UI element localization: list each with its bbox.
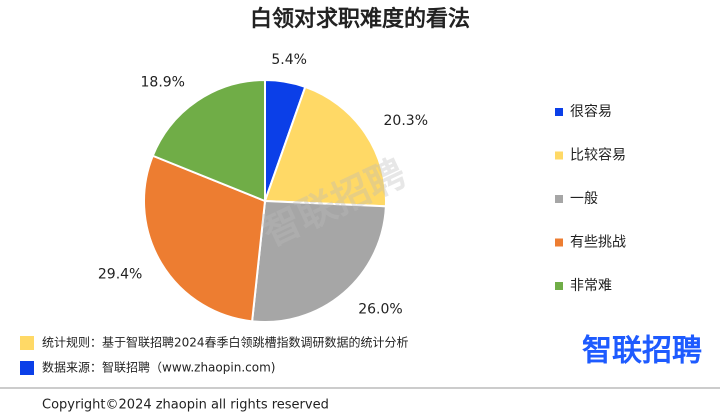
pie-slice (263, 85, 387, 208)
chart-title: 白领对求职难度的看法 (250, 6, 470, 32)
legend-label: 非常难 (570, 278, 612, 294)
copyright: Copyright©2024 zhaopin all rights reserv… (42, 398, 329, 413)
legend-swatch (555, 108, 563, 116)
pie-slice (250, 199, 387, 323)
note-marker (20, 361, 34, 375)
logo: 智联招聘 (582, 334, 702, 369)
data-label: 20.3% (384, 113, 428, 129)
legend-label: 有些挑战 (570, 235, 626, 251)
pie-slice (143, 154, 267, 323)
legend-label: 一般 (570, 191, 598, 207)
note: 统计规则：基于智联招聘2024春季白领跳槽指数调研数据的统计分析 (42, 335, 409, 350)
data-label: 5.4% (271, 52, 307, 68)
data-label: 29.4% (98, 267, 142, 283)
pie-slice (151, 78, 266, 203)
legend-swatch (555, 195, 563, 203)
note-marker (20, 336, 34, 350)
legend-swatch (555, 238, 563, 247)
note: 数据来源：智联招聘（www.zhaopin.com) (42, 360, 275, 375)
legend-swatch (555, 282, 563, 290)
data-label: 18.9% (141, 74, 185, 90)
legend-label: 比较容易 (570, 147, 626, 164)
legend-label: 很容易 (570, 103, 612, 120)
legend-swatch (555, 151, 563, 160)
data-label: 26.0% (358, 301, 402, 317)
